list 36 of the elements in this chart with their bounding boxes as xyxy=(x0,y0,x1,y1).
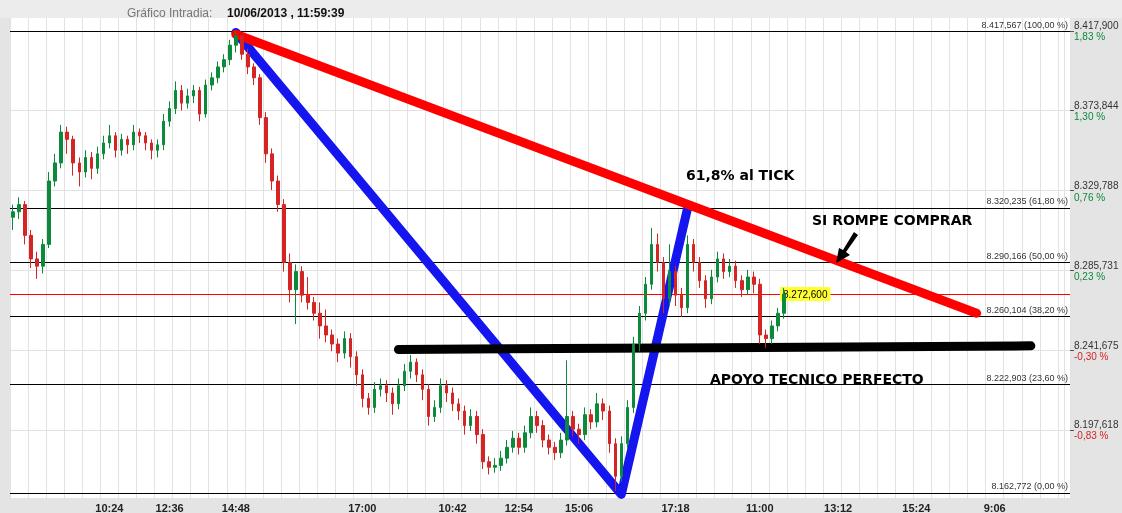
x-tick-label: 14:48 xyxy=(221,501,250,513)
y-tick-label: 8.373,844 xyxy=(1074,100,1119,112)
y2-tick-label: 1,30 % xyxy=(1074,110,1106,122)
ref-line-label: 8.260,104 (38,20 %) xyxy=(986,305,1068,316)
ref-line-label: 8.272,600 xyxy=(783,288,828,300)
y-tick-label: 8.197,618 xyxy=(1074,419,1119,431)
x-tick-label: 17:18 xyxy=(661,501,690,513)
x-tick-label: 17:00 xyxy=(348,501,377,513)
ref-line-label: 8.162,772 (0,00 %) xyxy=(991,481,1068,492)
ref-line-label: 8.417,567 (100,00 %) xyxy=(981,19,1068,30)
x-tick-label: 9:06 xyxy=(983,501,1006,513)
ref-line-label: 8.222,903 (23,60 %) xyxy=(986,372,1068,383)
annotation: APOYO TECNICO PERFECTO xyxy=(710,371,924,387)
x-tick-label: 11:00 xyxy=(746,501,774,513)
annotation: 61,8% al TICK xyxy=(686,167,796,183)
ref-line-label: 8.290,166 (50,00 %) xyxy=(986,250,1068,261)
y-tick-label: 8.417,900 xyxy=(1074,20,1119,32)
y2-tick-label: -0,30 % xyxy=(1074,350,1109,362)
chart-title: Gráfico Intradia: xyxy=(127,6,213,20)
y2-tick-label: 0,23 % xyxy=(1074,271,1106,282)
x-tick-label: 12:36 xyxy=(155,501,184,513)
y2-tick-label: 0,76 % xyxy=(1074,191,1106,203)
x-tick-label: 12:54 xyxy=(504,501,534,513)
x-tick-label: 13:12 xyxy=(824,501,853,513)
x-tick-label: 15:06 xyxy=(565,501,594,513)
y-tick-label: 8.241,675 xyxy=(1074,339,1119,351)
y-tick-label: 8.329,788 xyxy=(1074,179,1119,191)
x-tick-label: 15:24 xyxy=(902,501,932,513)
chart-subtitle: 10/06/2013 , 11:59:39 xyxy=(227,6,345,20)
y-tick-label: 8.285,731 xyxy=(1074,259,1119,271)
annotation: SI ROMPE COMPRAR xyxy=(812,212,973,228)
x-tick-label: 10:24 xyxy=(95,501,125,513)
y2-tick-label: -0,83 % xyxy=(1074,430,1109,441)
x-tick-label: 10:42 xyxy=(438,501,467,513)
y2-tick-label: 1,83 % xyxy=(1074,31,1106,42)
ref-line-label: 8.320,235 (61,80 %) xyxy=(986,196,1068,207)
